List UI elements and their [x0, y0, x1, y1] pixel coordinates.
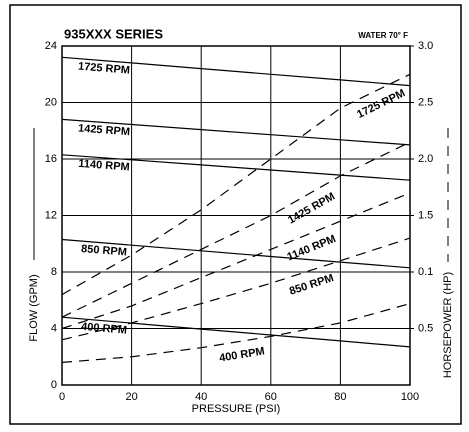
flow-line: [61, 118, 411, 146]
y-tick-label: 12: [45, 209, 57, 221]
x-tick-label: 40: [195, 391, 207, 403]
y2-tick-label: 0.5: [418, 322, 433, 334]
y-tick-label: 0: [51, 379, 57, 391]
chart-title: 935XXX SERIES: [64, 26, 163, 41]
y2-tick-label: 3.0: [418, 40, 433, 52]
flow-line: [61, 154, 411, 181]
hp-curve: [61, 192, 411, 330]
flow-line: [61, 238, 411, 269]
hp-curve: [61, 73, 411, 296]
curve-label: 400 RPM: [81, 321, 128, 337]
x-tick-label: 100: [401, 391, 419, 403]
curve-label: 1140 RPM: [78, 158, 130, 174]
y-axis-title: FLOW (GPM): [28, 274, 40, 341]
flow-line: [61, 56, 411, 87]
hp-curve: [61, 237, 411, 341]
curve-label: 850 RPM: [81, 243, 128, 259]
curve-label: 1140 RPM: [286, 233, 338, 263]
curve-label: 1425 RPM: [286, 191, 337, 227]
y2-tick-label: 2.0: [418, 153, 433, 165]
x-axis-title: PRESSURE (PSI): [192, 403, 281, 415]
y2-tick-label: 1.5: [418, 209, 433, 221]
x-tick-label: 20: [125, 391, 137, 403]
curve-label: 1725 RPM: [78, 61, 131, 77]
chart-subtitle: WATER 70° F: [358, 31, 408, 40]
y2-tick-label: 2.5: [418, 96, 433, 108]
y-tick-label: 20: [45, 96, 57, 108]
y-tick-label: 8: [51, 266, 57, 278]
frame: [9, 4, 462, 425]
curve-label: 400 RPM: [218, 345, 265, 364]
curve-label: 1725 RPM: [355, 87, 407, 121]
plot-border: [61, 45, 411, 386]
flow-line: [61, 316, 411, 348]
x-tick-label: 60: [265, 391, 277, 403]
curve-label: 1425 RPM: [78, 123, 131, 139]
y2-tick-label: 0.1: [418, 266, 433, 278]
x-tick-label: 80: [334, 391, 346, 403]
hp-curve: [61, 303, 411, 363]
y-tick-label: 16: [45, 153, 57, 165]
y2-axis-title: HORSEPOWER (HP): [442, 272, 454, 378]
x-tick-label: 0: [59, 391, 65, 403]
y-tick-label: 24: [45, 40, 57, 52]
hp-curve: [61, 141, 411, 318]
y-tick-label: 4: [51, 322, 57, 334]
